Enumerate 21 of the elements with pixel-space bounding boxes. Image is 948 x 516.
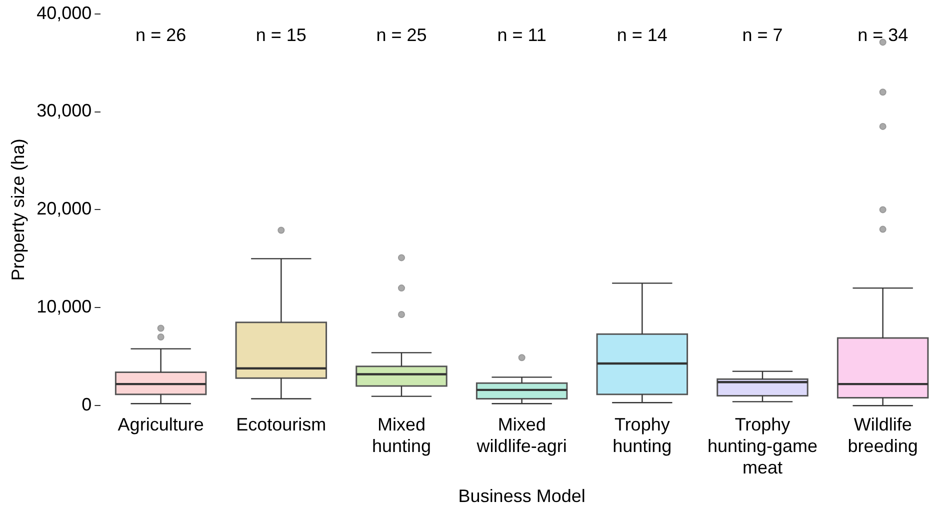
x-tick-label: Wildlife breeding: [848, 414, 918, 456]
x-tick-label: Ecotourism: [236, 414, 326, 434]
y-axis-title: Property size (ha): [8, 138, 28, 281]
y-tick-label: 0: [82, 394, 92, 415]
annotation: n = 11: [497, 24, 546, 45]
annotation: n = 15: [256, 24, 306, 45]
x-tick-label: Trophy hunting: [612, 414, 672, 456]
x-tick-label: Mixed hunting: [372, 414, 432, 456]
x-axis-title: Business Model: [458, 486, 586, 506]
annotation: n = 26: [136, 24, 186, 45]
x-tick-label: Trophy hunting-game meat: [707, 414, 818, 478]
annotation: n = 14: [616, 24, 668, 45]
annotation: n = 25: [376, 24, 427, 45]
y-tick-label: 30,000: [36, 100, 92, 121]
y-tick-label: 40,000: [36, 2, 92, 23]
y-tick-label: 20,000: [36, 198, 92, 219]
x-tick-label: Agriculture: [118, 414, 204, 434]
x-tick-label: Mixed wildlife-agri: [476, 414, 567, 456]
annotation: n = 7: [742, 24, 783, 45]
y-tick-label: 10,000: [36, 296, 92, 317]
annotation: n = 34: [858, 24, 908, 45]
